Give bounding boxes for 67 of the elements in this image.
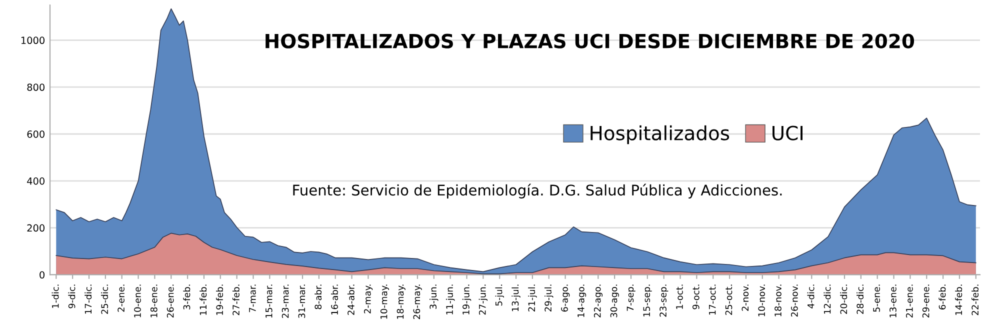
- x-tick-label: 17-dic.: [84, 284, 92, 314]
- x-tick-label: 15-mar.: [266, 284, 272, 318]
- x-tick-label: 9-dic.: [68, 284, 76, 308]
- x-tick-label: 3-jun.: [430, 284, 438, 309]
- annotation: Fuente: Servicio de Epidemiología. D.G. Salud Pública y Adicciones.: [293, 184, 782, 198]
- x-tick-label: 19-jun.: [462, 284, 472, 314]
- x-tick-label: 6-feb.: [938, 284, 946, 310]
- y-tick-label: 1000: [21, 36, 44, 44]
- text: HOSPITALIZADOS Y PLAZAS UCI DESDE DICIEMBRE DE 2020: [266, 34, 914, 48]
- x-tick-label: 25-dic.: [101, 284, 108, 314]
- x-tick-label: 23-sep.: [660, 284, 668, 317]
- x-tick-label: 15-sep.: [643, 284, 652, 316]
- x-tick-label: 8-abr.: [314, 284, 322, 310]
- x-tick-label: 24-abr.: [347, 284, 354, 315]
- x-tick-label: 30-ago.: [610, 284, 619, 318]
- x-tick-label: 16-abr.: [330, 284, 338, 315]
- x-tick-label: 28-dic.: [856, 284, 864, 314]
- x-tick-label: 26-nov.: [791, 284, 798, 317]
- x-tick-label: 19-feb.: [216, 284, 224, 315]
- x-tick-label: 1-oct.: [676, 284, 683, 309]
- x-tick-label: 4-dic.: [807, 284, 814, 308]
- x-tick-label: 26-may.: [413, 284, 422, 320]
- y-tick-label: 0: [40, 271, 44, 279]
- x-tick-label: 27-feb.: [232, 284, 240, 316]
- x-tick-label: 29-ene.: [922, 284, 930, 318]
- x-tick-label: 6-ago.: [561, 284, 570, 312]
- x-tick-label: 1-dic.: [52, 284, 59, 308]
- x-tick-label: 7-sep.: [626, 284, 636, 311]
- x-tick-label: 21-ene.: [906, 284, 913, 318]
- x-tick-label: 23-mar.: [282, 284, 289, 318]
- x-tick-label: 13-jul.: [512, 284, 520, 312]
- x-tick-label: 27-jun.: [478, 284, 488, 315]
- x-tick-label: 25-oct.: [725, 284, 732, 315]
- x-tick-label: 12-dic.: [824, 284, 831, 314]
- x-tick-label: 29-jul.: [544, 284, 554, 312]
- x-tick-label: 31-mar.: [298, 284, 306, 318]
- y-tick-label: 400: [27, 177, 44, 185]
- legend-label: Hospitalizados: [590, 125, 730, 144]
- x-tick-label: 2-nov.: [742, 284, 749, 311]
- x-tick-label: 18-ene.: [150, 284, 158, 318]
- y-tick-label: 200: [27, 224, 44, 232]
- x-tick-label: 20-dic.: [840, 284, 848, 314]
- x-tick-label: 18-nov.: [774, 284, 782, 316]
- x-tick-label: 22-feb.: [972, 284, 979, 316]
- x-tick-label: 2-may.: [364, 284, 373, 314]
- x-tick-label: 10-may.: [380, 284, 390, 319]
- x-tick-label: 26-ene.: [166, 284, 174, 318]
- x-tick-label: 10-ene.: [134, 284, 141, 318]
- x-tick-label: 13-ene.: [890, 284, 896, 318]
- x-tick-label: 3-feb.: [183, 284, 190, 310]
- y-tick-label: 800: [27, 84, 44, 91]
- x-tick-label: 18-may.: [396, 284, 406, 319]
- x-tick-label: 9-oct.: [692, 284, 700, 310]
- x-tick-label: 5-jul.: [495, 284, 504, 306]
- x-tick-label: 11-jun.: [446, 284, 455, 314]
- legend-label: UCI: [772, 126, 802, 140]
- x-tick-label: 14-feb.: [955, 284, 962, 315]
- x-tick-label: 7-mar.: [249, 284, 256, 312]
- x-tick-label: 5-ene.: [873, 284, 880, 312]
- x-tick-label: 22-ago.: [594, 284, 603, 318]
- x-tick-label: 21-jul.: [528, 284, 537, 312]
- x-tick-label: 2-ene.: [118, 284, 124, 312]
- y-tick-label: 600: [27, 130, 44, 138]
- x-tick-label: 14-ago.: [578, 284, 586, 318]
- x-tick-label: 17-oct.: [709, 284, 716, 315]
- x-tick-label: 11-feb.: [200, 284, 207, 315]
- x-tick-label: 10-nov.: [758, 284, 766, 316]
